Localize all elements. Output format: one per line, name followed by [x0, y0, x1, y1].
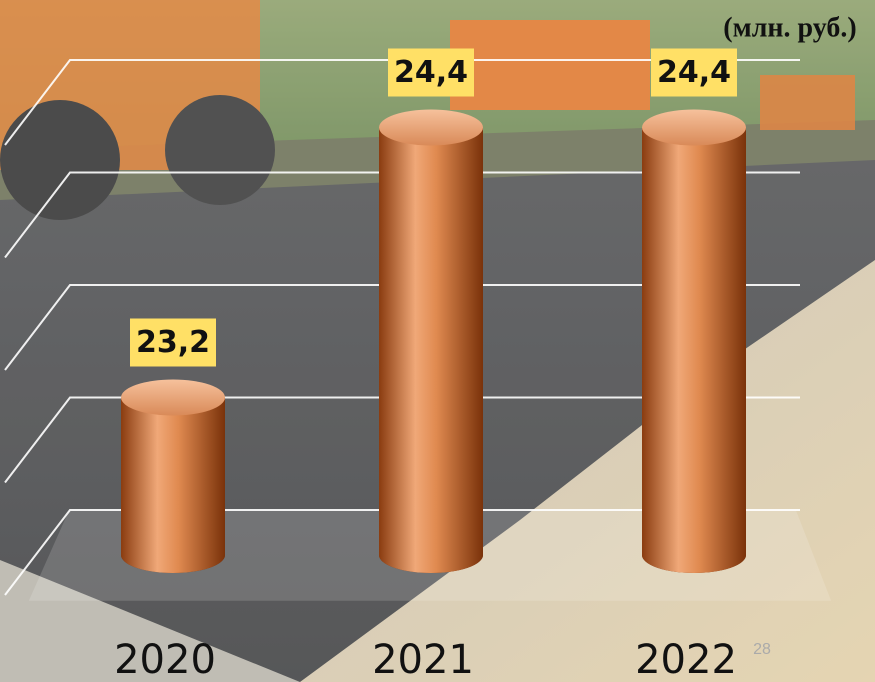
bar-top — [642, 109, 746, 146]
bar-body — [121, 397, 225, 555]
x-tick-label: 2021 — [372, 637, 474, 682]
bar-top — [379, 109, 483, 146]
bar-bottom-front — [642, 537, 746, 573]
value-label: 24,4 — [394, 55, 468, 90]
bar-top — [121, 379, 225, 416]
bar-bottom-front — [379, 537, 483, 573]
page-number: 28 — [753, 641, 771, 658]
grid-line — [4, 171, 800, 259]
value-label-box — [388, 48, 474, 97]
value-label-box — [651, 48, 737, 97]
bar — [121, 379, 225, 573]
value-label: 24,4 — [657, 55, 731, 90]
grid-line — [4, 396, 800, 484]
value-label: 23,2 — [136, 325, 210, 360]
bar — [379, 109, 483, 573]
value-label-box — [130, 318, 216, 367]
grid-line — [4, 284, 800, 371]
bar-body — [379, 127, 483, 555]
grid-line — [4, 59, 800, 146]
grid-line — [4, 509, 800, 596]
bar — [642, 109, 746, 573]
x-tick-label: 2020 — [114, 637, 216, 682]
x-tick-label: 2022 — [635, 637, 737, 682]
bar-bottom-front — [121, 537, 225, 573]
unit-label: (млн. руб.) — [723, 12, 856, 43]
bar-body — [642, 127, 746, 555]
